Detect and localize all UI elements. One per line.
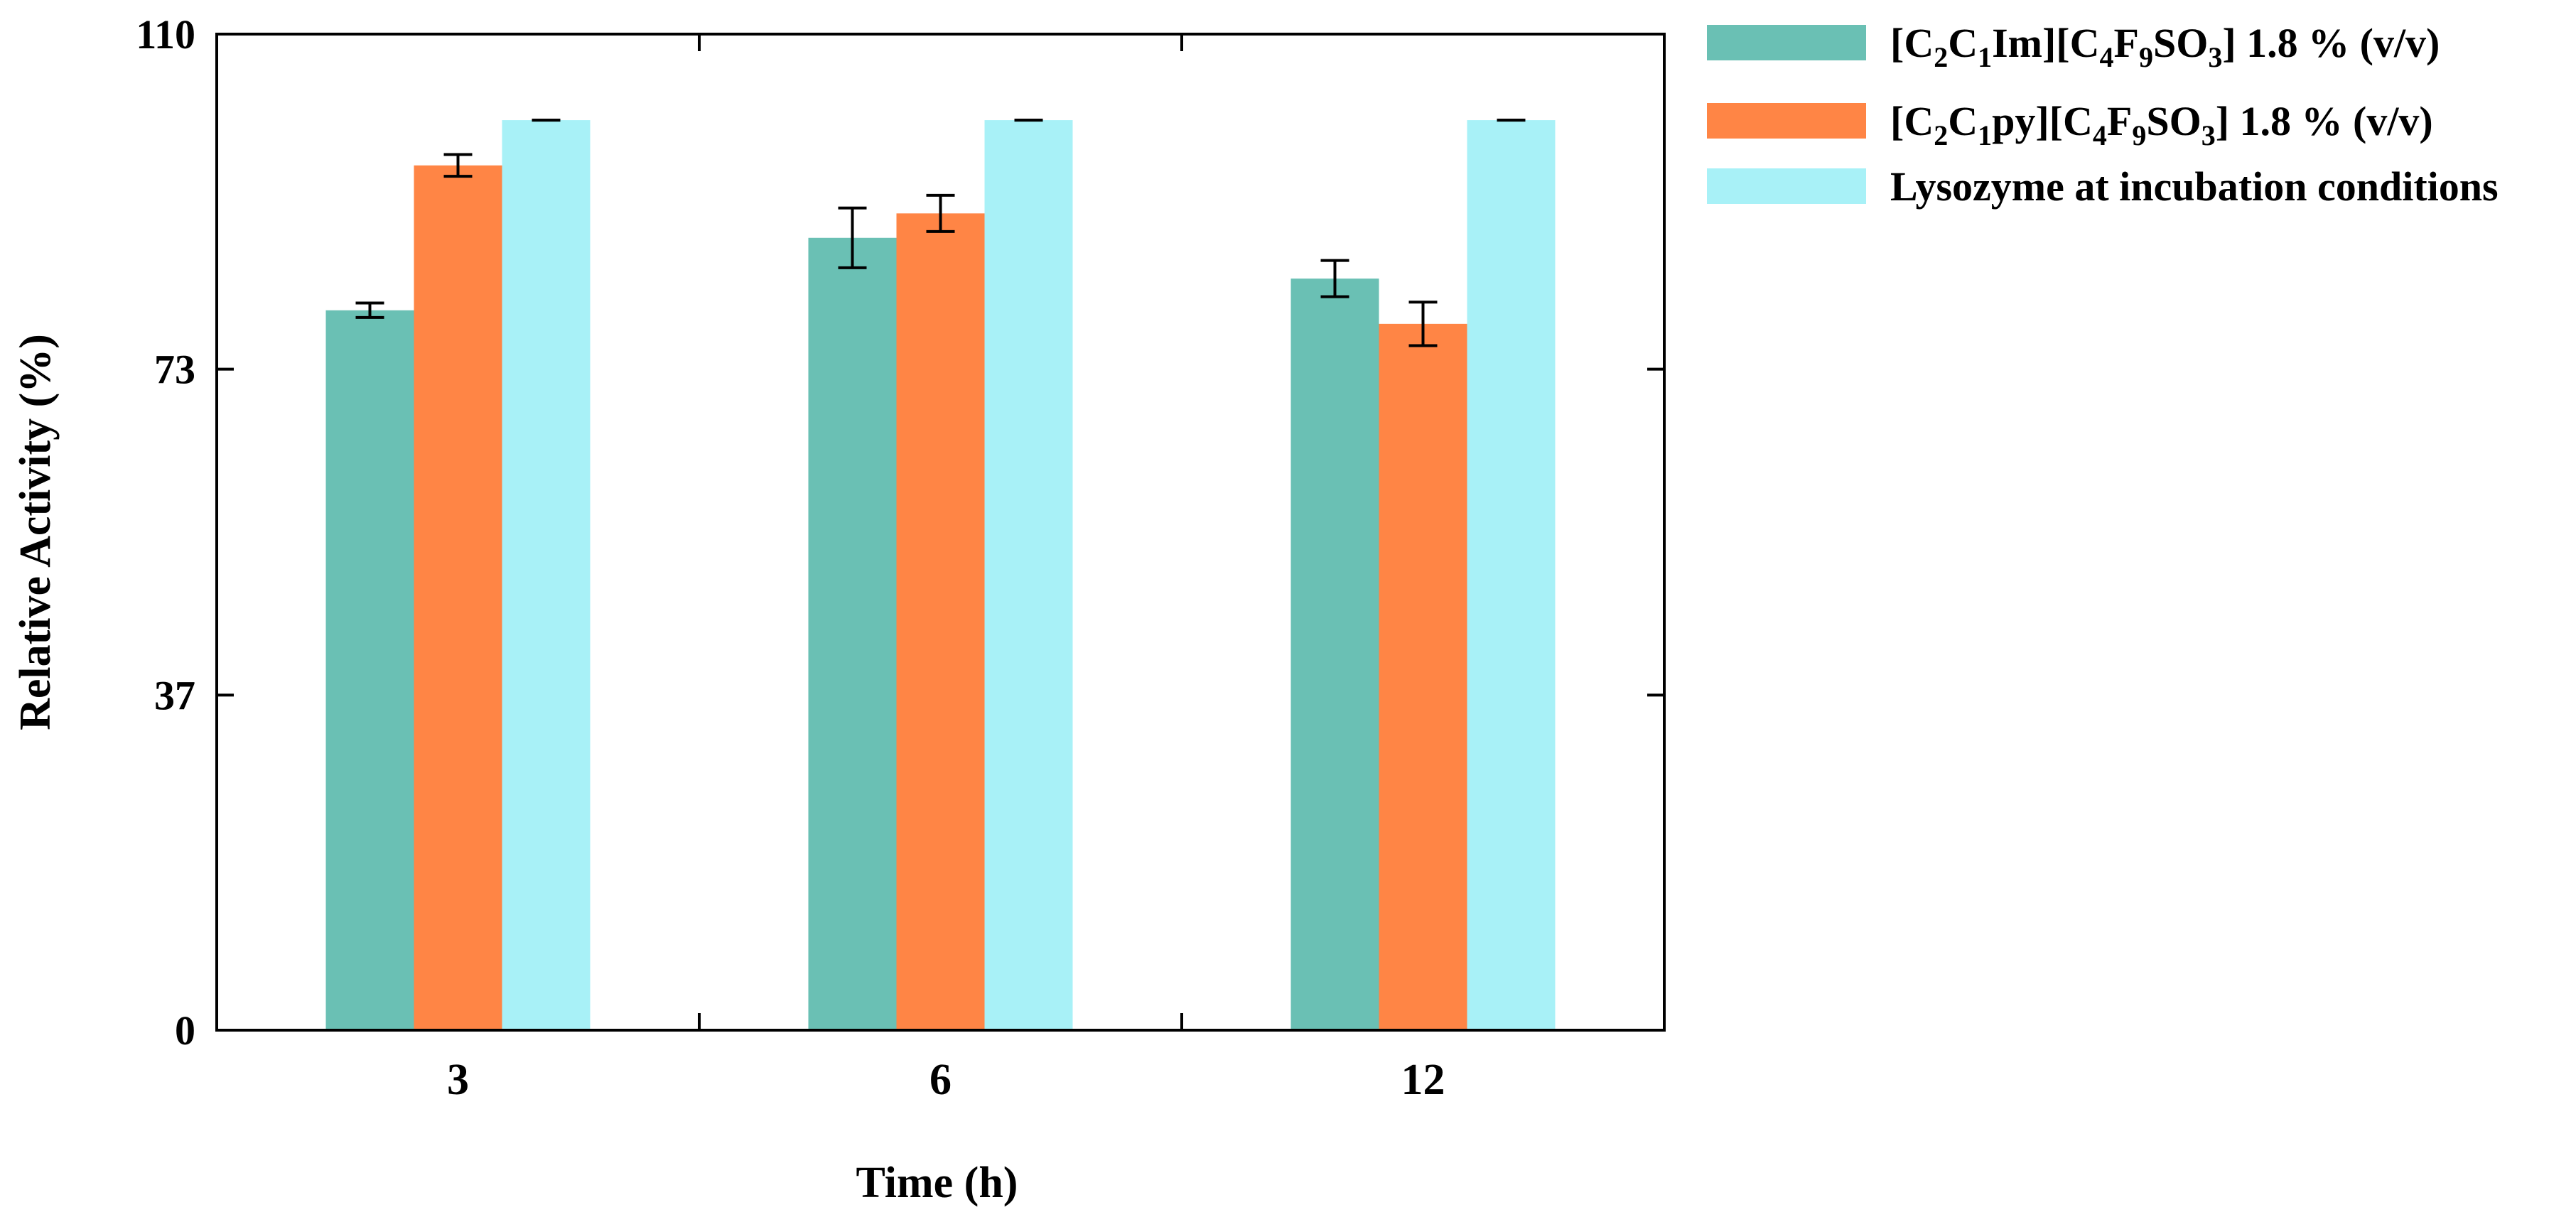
x-axis-ticks: 3 6 12: [447, 34, 1445, 1104]
bar-6h-series-3: [984, 120, 1073, 1031]
legend-text-part: 2: [1934, 41, 1948, 73]
legend-text-part: SO: [2146, 98, 2201, 144]
legend-label-1: [C2C1Im][C4F9SO3] 1.8 % (v/v): [1890, 20, 2440, 73]
legend-text-part: 9: [2139, 41, 2153, 73]
legend-text-part: 3: [2208, 41, 2222, 73]
legend-swatch-2: [1707, 103, 1866, 139]
legend: [C2C1Im][C4F9SO3] 1.8 % (v/v)[C2C1py][C4…: [1707, 20, 2499, 210]
legend-text-part: 1: [1978, 119, 1992, 151]
legend-text-part: Lysozyme at incubation conditions: [1890, 163, 2499, 210]
bars-layer: [325, 120, 1556, 1031]
legend-text-part: C: [1948, 98, 1978, 144]
bar-3h-series-1: [325, 310, 414, 1031]
x-tick-label: 12: [1401, 1056, 1445, 1104]
legend-text-part: ] 1.8 % (v/v): [2216, 98, 2433, 144]
error-bars-layer: [355, 119, 1526, 347]
legend-text-part: 9: [2132, 119, 2146, 151]
bar-12h-series-3: [1467, 120, 1556, 1031]
bar-3h-series-2: [414, 165, 502, 1031]
y-tick-label: 37: [154, 672, 195, 718]
plot-frame: [215, 33, 1666, 1032]
bar-3h-series-3: [502, 120, 591, 1031]
legend-text-part: [C: [1890, 20, 1934, 66]
y-axis-ticks: 0 37 73 110: [136, 11, 1664, 1054]
legend-swatch-1: [1707, 25, 1866, 60]
x-tick-label: 6: [929, 1056, 952, 1104]
legend-text-part: ] 1.8 % (v/v): [2222, 20, 2440, 66]
legend-text-part: 4: [2093, 119, 2107, 151]
legend-label-2: [C2C1py][C4F9SO3] 1.8 % (v/v): [1890, 98, 2433, 151]
legend-text-part: [C: [1890, 98, 1934, 144]
bar-12h-series-2: [1379, 323, 1467, 1030]
bar-12h-series-1: [1290, 279, 1379, 1031]
legend-text-part: 4: [2100, 41, 2114, 73]
legend-text-part: F: [2114, 20, 2139, 66]
y-axis-label: Relative Activity (%): [11, 334, 60, 730]
legend-text-part: SO: [2153, 20, 2208, 66]
x-tick-label: 3: [447, 1056, 469, 1104]
legend-text-part: 3: [2202, 119, 2216, 151]
legend-text-part: py][C: [1992, 98, 2093, 144]
legend-text-part: 1: [1978, 41, 1992, 73]
legend-swatch-3: [1707, 168, 1866, 204]
y-tick-label: 0: [175, 1007, 195, 1054]
legend-text-part: F: [2107, 98, 2132, 144]
bar-6h-series-1: [808, 237, 897, 1031]
legend-text-part: Im][C: [1992, 20, 2099, 66]
legend-text-part: C: [1948, 20, 1978, 66]
legend-text-part: 2: [1934, 119, 1948, 151]
y-tick-label: 73: [154, 347, 195, 393]
y-tick-label: 110: [136, 11, 195, 58]
legend-label-3: Lysozyme at incubation conditions: [1890, 163, 2499, 210]
x-axis-label: Time (h): [856, 1159, 1018, 1207]
bar-6h-series-2: [896, 213, 985, 1030]
